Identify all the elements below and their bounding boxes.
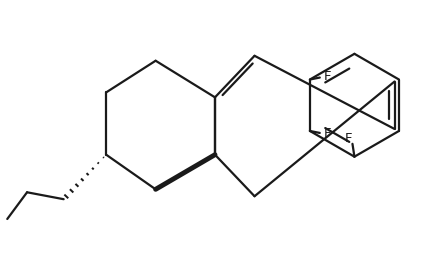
Text: F: F (345, 132, 352, 145)
Text: F: F (324, 128, 331, 140)
Text: F: F (324, 70, 331, 83)
